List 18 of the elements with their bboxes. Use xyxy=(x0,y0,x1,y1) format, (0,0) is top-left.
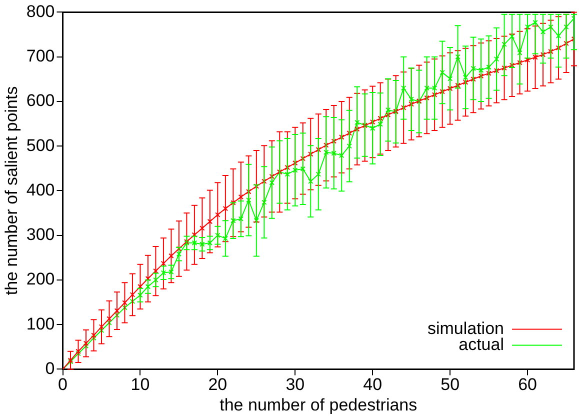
x-tick-label: 20 xyxy=(208,375,228,394)
x-tick-label: 60 xyxy=(518,375,537,394)
x-tick-label: 30 xyxy=(286,375,305,394)
y-tick-label: 300 xyxy=(26,225,55,244)
x-axis-title: the number of pedestrians xyxy=(220,395,418,414)
x-tick-label: 40 xyxy=(363,375,382,394)
y-tick-label: 500 xyxy=(26,136,55,155)
y-tick-label: 400 xyxy=(26,180,55,200)
x-tick-label: 0 xyxy=(58,375,68,394)
y-tick-label: 100 xyxy=(26,314,55,334)
y-tick-label: 600 xyxy=(26,91,55,110)
y-tick-label: 0 xyxy=(45,358,55,378)
x-tick-label: 10 xyxy=(130,375,150,394)
y-tick-label: 700 xyxy=(26,46,55,66)
y-tick-label: 800 xyxy=(26,2,55,21)
y-tick-label: 200 xyxy=(26,270,55,289)
y-axis-title: the number of salient points xyxy=(2,86,21,296)
x-tick-label: 50 xyxy=(440,375,460,394)
